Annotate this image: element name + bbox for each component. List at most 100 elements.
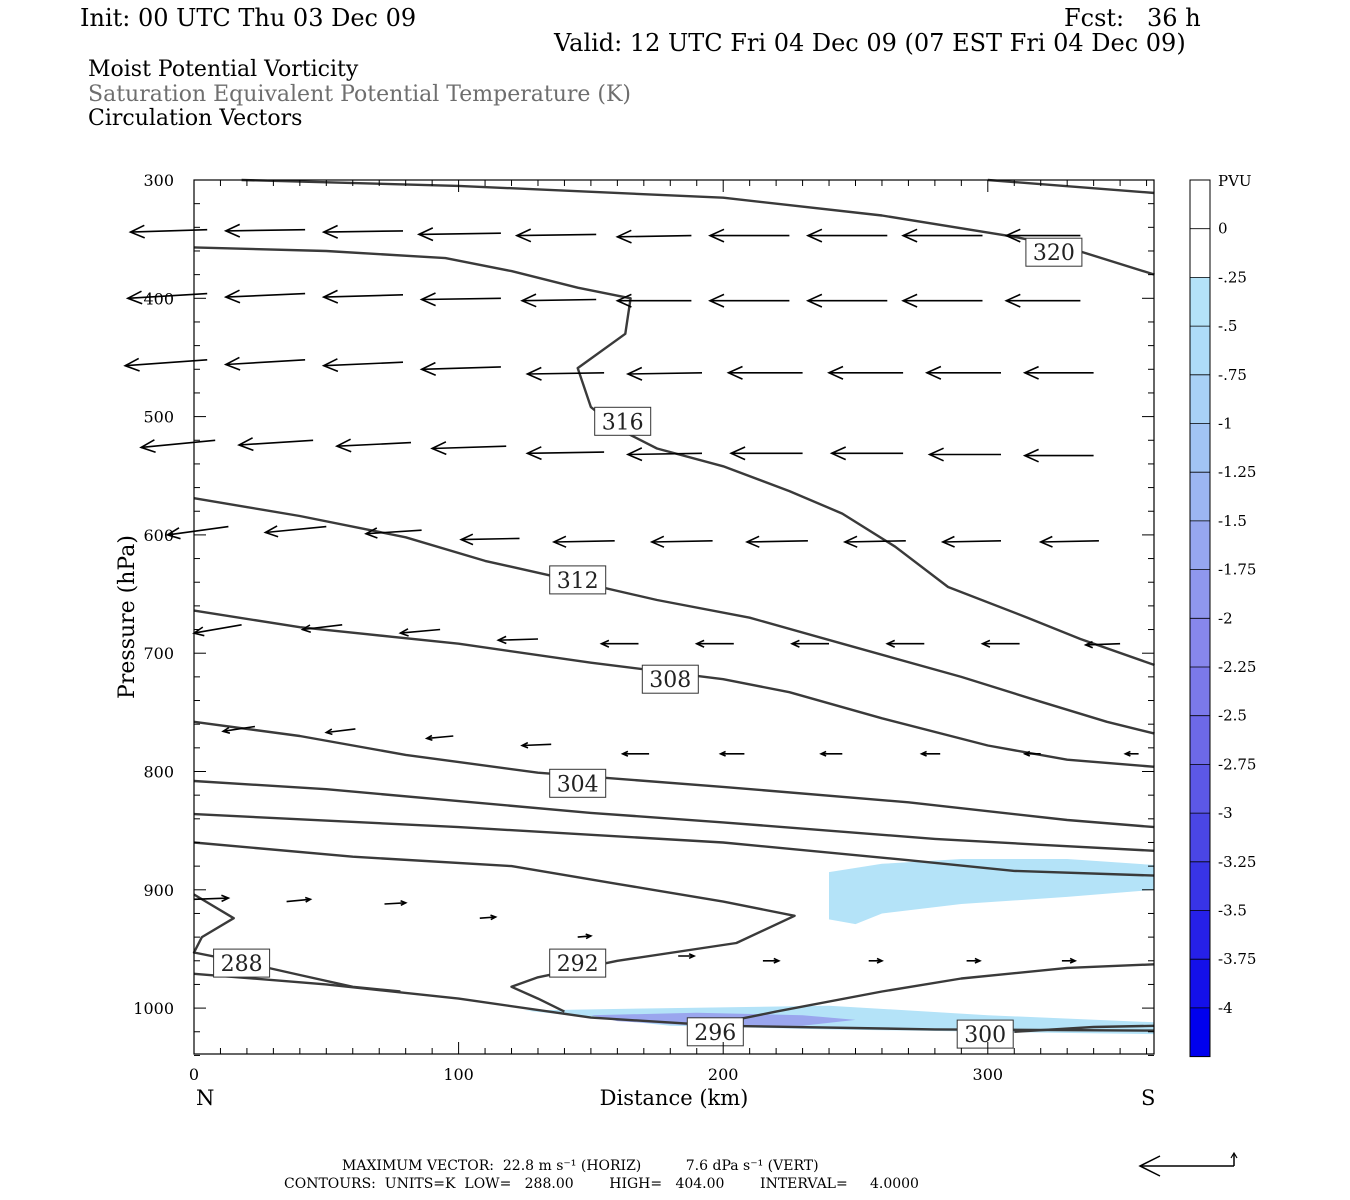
circulation-vector <box>942 540 1002 543</box>
theta-contour-320 <box>241 178 1155 276</box>
vector-arrowhead <box>974 957 982 964</box>
vector-arrowhead <box>490 914 498 921</box>
contour-label-text: 316 <box>602 410 644 435</box>
vector-arrowhead <box>885 639 896 648</box>
y-tick-label: 300 <box>143 171 174 190</box>
axes-layer: 300 400 500 600 700 800 900 1000 0 100 200 300 <box>133 171 1155 1084</box>
theta-contour-292 <box>193 972 1155 1032</box>
vector-arrowhead <box>416 227 434 242</box>
contour-label-box <box>1025 237 1083 267</box>
colorbar-label: -.25 <box>1218 268 1247 286</box>
vector-arrowhead <box>708 293 725 308</box>
vector-arrowhead <box>520 293 537 308</box>
contour-label-box <box>594 406 652 436</box>
vector-arrowhead <box>223 223 241 238</box>
circulation-vector <box>400 628 441 634</box>
vector-arrowhead <box>1123 750 1131 757</box>
circulation-vector <box>421 366 501 371</box>
vector-arrowhead <box>625 366 643 381</box>
vector-arrowhead <box>237 437 254 452</box>
colorbar-cell <box>1190 764 1210 814</box>
vector-arrowhead <box>1022 448 1039 463</box>
vector-arrowhead <box>128 224 146 239</box>
vector-arrowhead <box>1004 293 1021 308</box>
vector-arrowhead <box>708 228 725 243</box>
vector-arrowhead <box>398 628 409 637</box>
vector-arrowhead <box>1069 957 1078 964</box>
circulation-vector <box>577 935 591 938</box>
colorbar-label: -1.75 <box>1218 561 1256 579</box>
vector-arrowhead <box>718 750 726 757</box>
vector-arrowhead <box>829 446 847 461</box>
vector-arrowhead <box>805 228 823 243</box>
vector-arrowhead <box>940 535 955 548</box>
vector-arrowhead <box>223 356 241 371</box>
circulation-vector <box>651 540 713 543</box>
contour-label: 308 <box>641 664 699 694</box>
vector-arrowhead <box>321 289 339 304</box>
contour-label-box <box>686 1017 744 1047</box>
vector-arrowhead <box>400 900 408 907</box>
theta-contour-296 <box>193 812 1155 877</box>
colorbar-cell <box>1190 228 1210 278</box>
vector-arrowhead <box>334 438 352 453</box>
theta-contour-312 <box>193 497 1155 735</box>
x-tick-label: 200 <box>708 1065 739 1084</box>
circulation-vector <box>125 359 208 367</box>
vector-arrowhead <box>980 639 991 648</box>
colorbar-label: -3.5 <box>1218 902 1247 920</box>
vector-arrowhead <box>419 361 437 376</box>
pv-region <box>829 859 1155 925</box>
colorbar-label: -.5 <box>1218 317 1237 335</box>
vector-arrowhead <box>551 535 567 548</box>
circulation-vector <box>516 233 597 237</box>
circulation-vector <box>384 902 406 905</box>
vector-arrowhead <box>745 535 760 548</box>
vector-arrowhead <box>694 639 705 648</box>
contour-label-box <box>549 565 607 595</box>
vector-arrowhead <box>123 357 140 372</box>
circulation-vector <box>130 228 208 233</box>
contours-note: CONTOURS: UNITS=K LOW= 288.00 HIGH= 404.… <box>284 1176 919 1192</box>
colorbar-cell <box>1190 861 1210 911</box>
vector-arrowhead <box>300 624 312 633</box>
circulation-vector <box>1040 540 1099 543</box>
contour-label-text: 296 <box>694 1021 736 1046</box>
circulation-vector <box>222 725 256 733</box>
vector-arrowhead <box>726 365 743 380</box>
colorbar-label: -3 <box>1218 804 1233 822</box>
circulation-vector <box>141 439 216 449</box>
vector-arrowhead <box>729 446 746 461</box>
contour-label: 320 <box>1025 237 1083 267</box>
circulation-vector <box>323 230 404 233</box>
vector-arrowhead <box>625 447 643 462</box>
contour-label-text: 300 <box>964 1023 1006 1048</box>
vector-arrowhead <box>649 535 665 548</box>
contour-label-text: 288 <box>221 952 263 977</box>
colorbar-cell <box>1190 1007 1210 1057</box>
colorbar-label: -4 <box>1218 999 1233 1017</box>
vector-arrowhead <box>790 639 800 648</box>
circulation-vector <box>746 540 808 543</box>
vector-arrowhead <box>514 228 532 243</box>
circulation-vector <box>844 540 906 543</box>
circulation-vector <box>365 529 422 535</box>
colorbar-label: -2.75 <box>1218 755 1256 773</box>
circulation-vector <box>617 234 692 238</box>
vector-arrowhead <box>321 224 339 239</box>
vector-arrowhead <box>876 957 884 964</box>
vector-arrowhead <box>321 358 339 373</box>
vector-arrowhead <box>1022 750 1031 757</box>
vector-arrowhead <box>1038 535 1053 548</box>
circulation-vector <box>323 361 404 367</box>
field-title-pv: Moist Potential Vorticity <box>88 57 359 82</box>
vector-arrowhead <box>615 229 632 244</box>
contour-label: 316 <box>594 406 652 436</box>
x-tick-label: 300 <box>973 1065 1004 1084</box>
contour-label-text: 308 <box>649 668 691 693</box>
colorbar-cell <box>1190 667 1210 716</box>
circulation-vector <box>627 452 703 456</box>
valid-time: Valid: 12 UTC Fri 04 Dec 09 (07 EST Fri … <box>554 29 1186 57</box>
init-time: Init: 00 UTC Thu 03 Dec 09 <box>80 4 417 32</box>
circulation-vector <box>522 743 552 747</box>
